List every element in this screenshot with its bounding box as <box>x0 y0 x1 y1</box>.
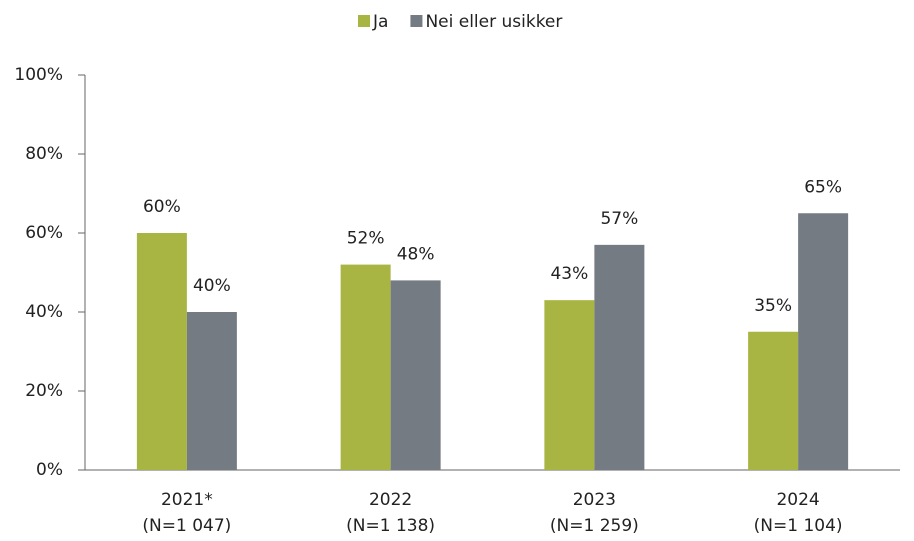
y-tick-label: 40% <box>25 302 63 322</box>
y-tick-label: 80% <box>25 144 63 164</box>
legend-label: Nei eller usikker <box>425 12 562 32</box>
x-tick-label: (N=1 259) <box>550 516 639 536</box>
data-label: 43% <box>550 264 588 284</box>
y-tick-label: 100% <box>14 65 63 85</box>
x-tick-label: (N=1 138) <box>346 516 435 536</box>
x-tick-label: (N=1 047) <box>142 516 231 536</box>
x-tick-label: (N=1 104) <box>754 516 843 536</box>
legend-swatch <box>358 15 370 27</box>
data-label: 60% <box>143 197 181 217</box>
bar <box>748 331 799 470</box>
x-tick-label: 2023 <box>573 490 616 510</box>
bar <box>340 264 391 470</box>
bar <box>594 244 645 470</box>
data-label: 65% <box>804 177 842 197</box>
y-tick-label: 0% <box>36 460 63 480</box>
x-tick-label: 2022 <box>369 490 412 510</box>
y-tick-label: 20% <box>25 381 63 401</box>
x-tick-label: 2021* <box>161 490 213 510</box>
bar <box>798 213 849 470</box>
data-label: 40% <box>193 276 231 296</box>
data-label: 52% <box>347 229 385 249</box>
bar <box>186 312 237 470</box>
legend-swatch <box>410 15 423 27</box>
x-tick-label: 2024 <box>776 490 819 510</box>
bar <box>390 280 441 470</box>
data-label: 35% <box>754 296 792 316</box>
data-label: 48% <box>397 244 435 264</box>
y-tick-label: 60% <box>25 223 63 243</box>
data-label: 57% <box>600 209 638 229</box>
bar <box>136 233 187 470</box>
bar <box>544 300 595 470</box>
legend-label: Ja <box>372 12 388 32</box>
